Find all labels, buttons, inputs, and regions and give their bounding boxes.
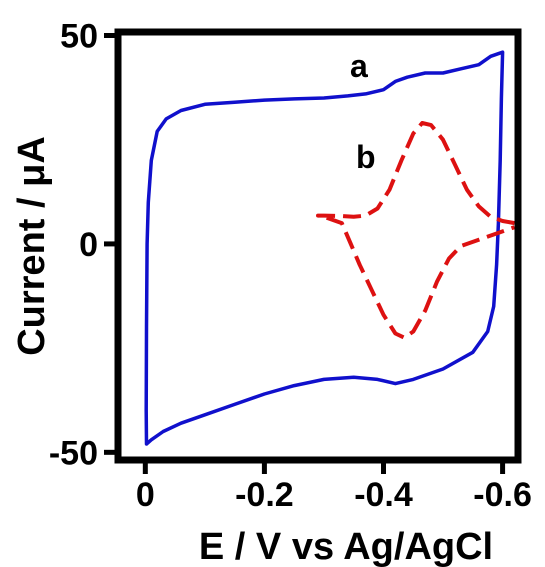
y-tick-label: 50 [60, 18, 98, 56]
x-axis-ticks: 0 -0.2 -0.4 -0.6 [136, 460, 532, 514]
curve-a-group: a [144, 48, 505, 446]
y-tick-label: 0 [79, 226, 98, 264]
x-axis-title: E / V vs Ag/AgCl [199, 526, 493, 567]
plot-frame [114, 28, 522, 464]
x-tick-label: -0.4 [354, 476, 413, 514]
x-tick-label: -0.2 [235, 476, 294, 514]
series-b-label: b [356, 139, 376, 175]
x-tick-label: 0 [136, 476, 155, 514]
x-tick-label: -0.6 [473, 476, 532, 514]
series-b-curve [316, 121, 516, 340]
y-tick-label: -50 [49, 434, 98, 472]
curve-b-group: b [316, 121, 516, 340]
series-a-label: a [350, 48, 368, 84]
y-axis-ticks: -50 0 50 [49, 18, 118, 472]
y-axis-title: Current / μA [11, 136, 53, 356]
series-a-curve [144, 50, 505, 446]
